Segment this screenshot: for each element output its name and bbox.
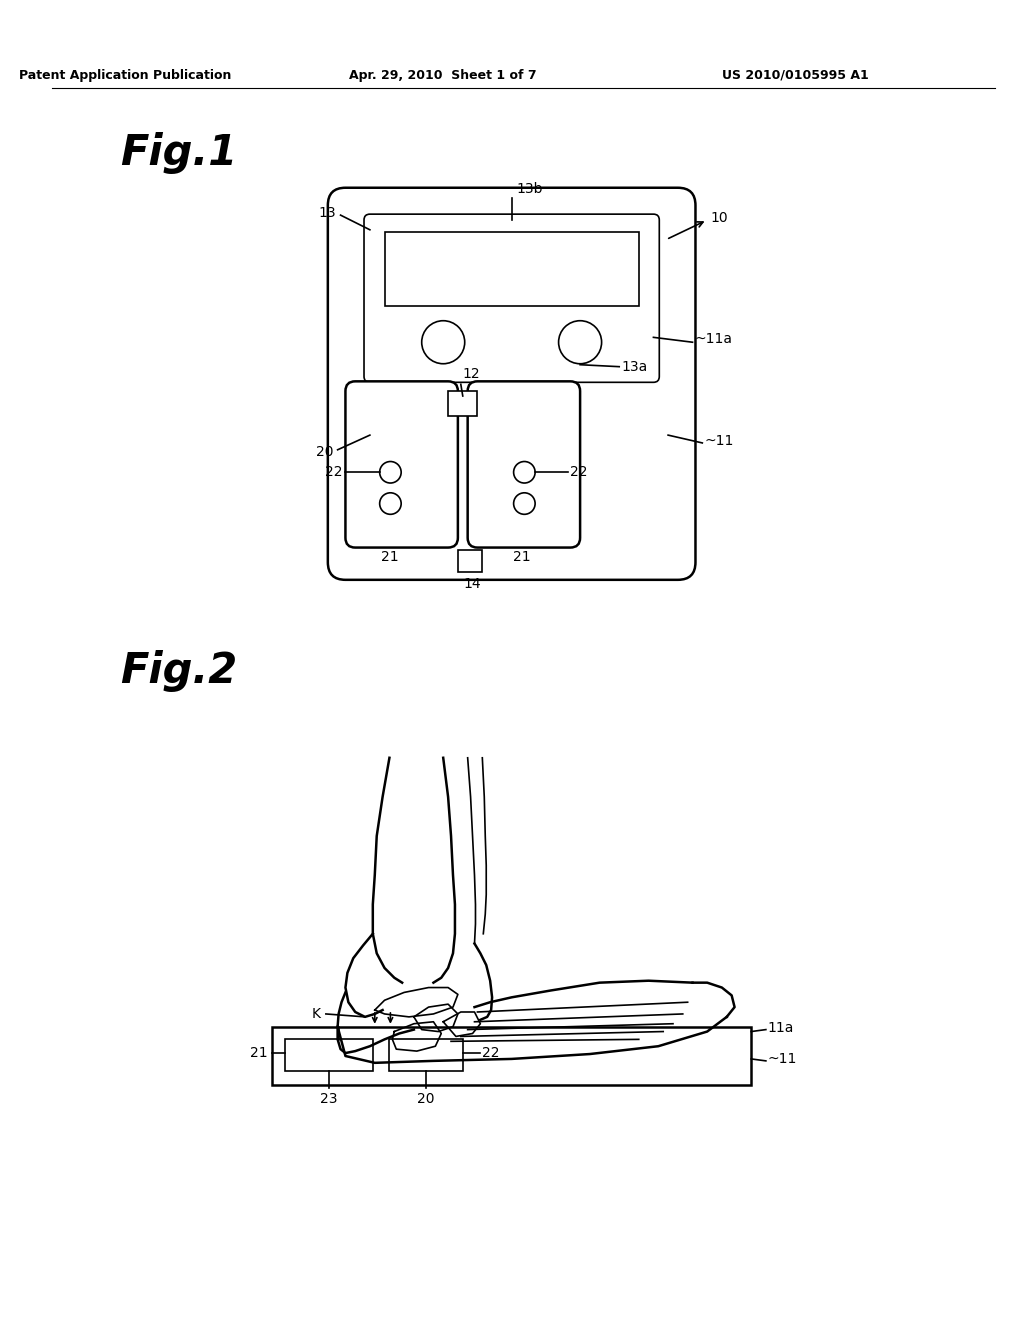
Text: Fig.1: Fig.1 — [121, 132, 238, 174]
FancyBboxPatch shape — [345, 381, 458, 548]
Circle shape — [514, 462, 536, 483]
Circle shape — [380, 462, 401, 483]
Bar — [385, 232, 639, 306]
Text: 23: 23 — [321, 1092, 338, 1106]
Text: 21: 21 — [513, 550, 530, 565]
Text: 12: 12 — [463, 367, 480, 381]
Text: 22: 22 — [325, 465, 342, 479]
Circle shape — [422, 321, 465, 364]
Text: 13: 13 — [318, 206, 336, 220]
FancyBboxPatch shape — [364, 214, 659, 383]
Text: 22: 22 — [570, 465, 588, 479]
Text: 21: 21 — [250, 1045, 267, 1060]
Bar — [285, 1039, 373, 1071]
Bar — [272, 1027, 752, 1085]
Bar — [449, 391, 477, 416]
Text: 20: 20 — [316, 445, 334, 459]
Text: Patent Application Publication: Patent Application Publication — [19, 69, 231, 82]
Text: 22: 22 — [482, 1045, 500, 1060]
Text: 10: 10 — [710, 211, 728, 224]
Text: 21: 21 — [381, 550, 398, 565]
Text: Fig.2: Fig.2 — [121, 651, 238, 692]
Text: 20: 20 — [417, 1092, 434, 1106]
Text: 14: 14 — [464, 577, 481, 591]
FancyBboxPatch shape — [468, 381, 581, 548]
Circle shape — [380, 492, 401, 515]
FancyBboxPatch shape — [328, 187, 695, 579]
Text: 11a: 11a — [768, 1020, 795, 1035]
Circle shape — [558, 321, 602, 364]
Text: 13b: 13b — [516, 182, 543, 195]
Text: 13a: 13a — [622, 359, 647, 374]
Text: ~11: ~11 — [705, 434, 733, 447]
Text: Apr. 29, 2010  Sheet 1 of 7: Apr. 29, 2010 Sheet 1 of 7 — [349, 69, 537, 82]
Text: K: K — [312, 1007, 321, 1020]
Circle shape — [514, 492, 536, 515]
Text: US 2010/0105995 A1: US 2010/0105995 A1 — [722, 69, 868, 82]
Bar — [458, 550, 482, 572]
Bar — [389, 1039, 463, 1071]
Text: ~11: ~11 — [768, 1052, 798, 1067]
Text: ~11a: ~11a — [694, 333, 732, 346]
